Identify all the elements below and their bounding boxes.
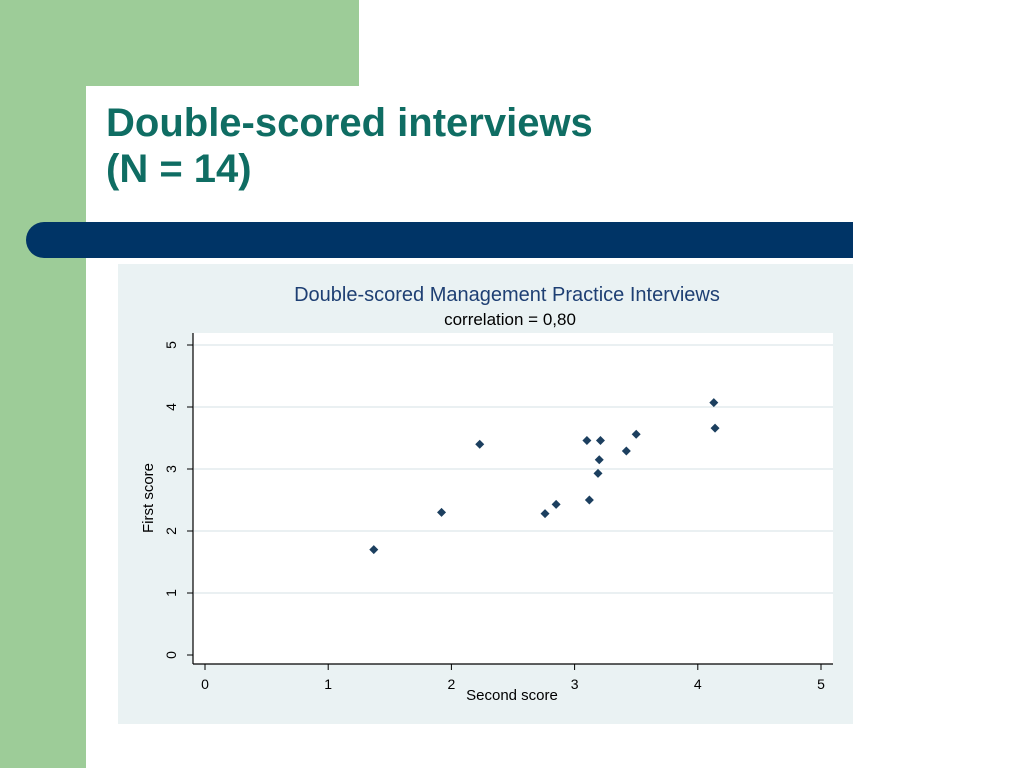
slide-title-line2: (N = 14) <box>106 147 252 191</box>
gridlines <box>194 344 833 594</box>
data-points <box>369 398 720 555</box>
x-tick-label-5: 5 <box>817 676 825 692</box>
y-axis-label: First score <box>140 463 157 533</box>
plot-area <box>193 333 833 664</box>
data-point-6 <box>582 435 592 445</box>
slide-title: Double-scored interviews (N = 14) <box>106 100 593 192</box>
data-point-12 <box>631 429 641 439</box>
x-tick-label-2: 2 <box>448 676 456 692</box>
data-point-1 <box>369 545 379 555</box>
x-tick-label-0: 0 <box>201 676 209 692</box>
y-tick-label-2: 2 <box>163 527 179 535</box>
y-tick-label-0: 0 <box>163 651 179 659</box>
slide-title-line1: Double-scored interviews <box>106 101 593 145</box>
y-tick-label-4: 4 <box>163 403 179 411</box>
rounded-corner <box>86 86 166 166</box>
y-tick-label-5: 5 <box>163 341 179 349</box>
blue-divider-band <box>26 222 853 258</box>
data-point-2 <box>437 507 447 517</box>
y-tick-label-3: 3 <box>163 465 179 473</box>
data-point-10 <box>595 435 605 445</box>
y-tick-label-1: 1 <box>163 589 179 597</box>
y-axis-ticks: 0 1 2 3 4 5 <box>163 341 193 659</box>
chart-title: Double-scored Management Practice Interv… <box>294 284 720 306</box>
data-point-4 <box>540 509 550 519</box>
x-axis-ticks: 0 1 2 3 4 5 <box>201 664 825 692</box>
data-point-3 <box>475 439 485 449</box>
data-point-5 <box>551 499 561 509</box>
data-point-11 <box>621 446 631 456</box>
green-top-block <box>86 0 359 86</box>
x-tick-label-3: 3 <box>571 676 579 692</box>
green-side-bar <box>0 0 86 768</box>
data-point-7 <box>584 495 594 505</box>
data-point-8 <box>593 468 603 478</box>
data-point-14 <box>710 423 720 433</box>
data-point-9 <box>594 455 604 465</box>
x-tick-label-1: 1 <box>324 676 332 692</box>
data-point-13 <box>709 398 719 408</box>
x-tick-label-4: 4 <box>694 676 702 692</box>
chart-subtitle: correlation = 0,80 <box>444 310 576 329</box>
x-axis-label: Second score <box>466 687 558 704</box>
